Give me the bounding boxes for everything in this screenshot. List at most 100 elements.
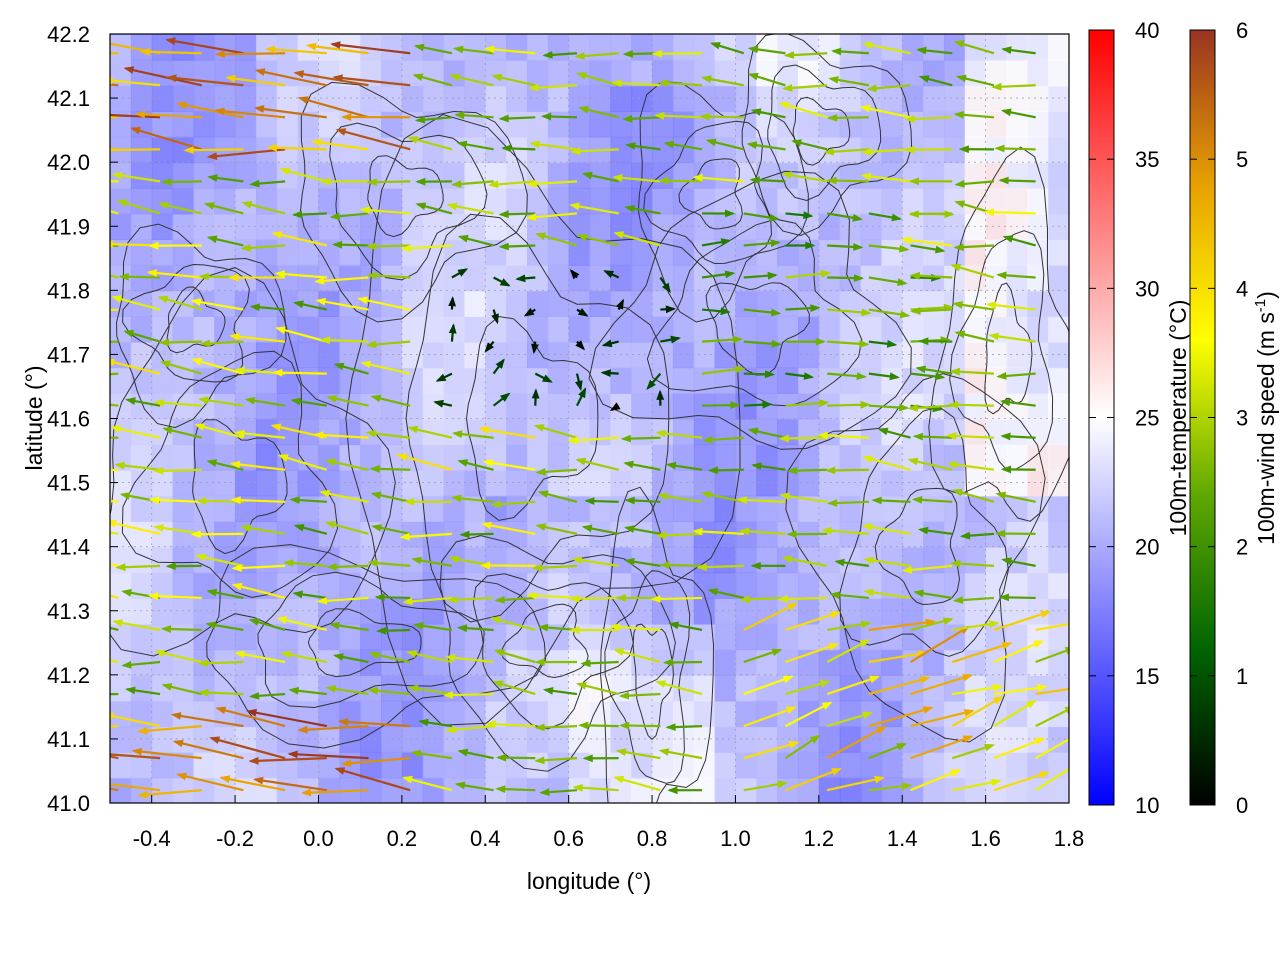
wind-arrow <box>785 643 840 664</box>
temperature-cell <box>652 213 674 241</box>
wind-arrow <box>952 596 995 604</box>
contour-line <box>206 544 547 749</box>
wind-arrow <box>901 564 953 574</box>
temperature-cell <box>964 85 987 112</box>
temperature-cell <box>214 700 237 728</box>
wind-arrow <box>826 675 880 696</box>
temperature-cell <box>401 392 424 420</box>
temperature-cell <box>506 85 528 112</box>
temperature-cell <box>381 674 403 702</box>
wind-arrow <box>451 180 494 188</box>
wind-arrow <box>863 556 911 567</box>
temperature-cell <box>443 367 466 394</box>
wind-arrow <box>314 276 369 285</box>
wind-arrow <box>702 335 744 344</box>
wind-arrow <box>910 709 975 728</box>
temperature-cell <box>1048 213 1069 241</box>
wind-arrow <box>534 372 553 383</box>
temperature-cell <box>693 315 716 343</box>
temperature-cell <box>214 85 237 112</box>
wind-arrow <box>280 650 328 664</box>
temperature-cell <box>652 34 674 35</box>
contour-line <box>705 282 810 376</box>
temperature-cell <box>610 751 633 779</box>
temperature-cell <box>1048 495 1069 523</box>
contour-line <box>839 406 1009 657</box>
wind-arrow <box>917 526 953 535</box>
wind-arrow <box>701 307 731 316</box>
temperature-cell <box>631 700 654 728</box>
wind-arrow <box>786 530 828 539</box>
temperature-cell <box>422 367 445 394</box>
temperature-cell <box>610 34 633 35</box>
wind-arrow <box>370 394 411 407</box>
temperature-cell <box>547 495 570 523</box>
temperature-cell <box>756 521 779 548</box>
temperature-cell <box>255 649 278 676</box>
wind-arrow <box>576 387 587 407</box>
wind-vectors <box>110 37 1069 799</box>
wind-arrow <box>739 527 786 536</box>
temperature-cell <box>610 187 633 215</box>
temperature-cell <box>255 495 278 523</box>
wind-arrow <box>234 429 286 439</box>
temperature-cell <box>110 444 132 471</box>
temperature-cell <box>422 469 445 497</box>
wind-arrow <box>646 372 662 390</box>
temperature-cell <box>881 700 904 728</box>
temperature-cell <box>401 34 424 35</box>
temperature-cell <box>422 751 445 779</box>
temperature-cell <box>297 34 320 61</box>
wind-arrow <box>490 500 536 509</box>
wind-arrow <box>950 263 995 279</box>
wind-arrow <box>900 236 953 247</box>
temperature-cell <box>422 239 445 266</box>
temperature-cell <box>756 597 779 625</box>
wind-arrow <box>823 147 869 156</box>
temperature-cell <box>1048 444 1069 471</box>
temperature-cell <box>589 751 612 779</box>
temperature-cell <box>985 623 1008 651</box>
wind-arrow <box>456 140 494 151</box>
temperature-cell <box>1048 674 1069 702</box>
temperature-cell <box>443 751 466 779</box>
wind-arrow <box>535 523 578 535</box>
temperature-cell <box>360 495 383 523</box>
temperature-cell <box>631 34 654 35</box>
wind-arrow <box>319 489 369 503</box>
wind-arrow <box>575 457 619 471</box>
wind-arrow <box>656 389 665 406</box>
wind-arrow <box>335 128 411 151</box>
temperature-cell <box>610 367 633 394</box>
wind-arrow <box>624 496 661 505</box>
temperature-cell <box>797 572 820 599</box>
temperature-cell <box>360 444 383 471</box>
temperature-cell <box>381 34 403 35</box>
temperature-cell <box>672 136 695 164</box>
wind-arrow <box>542 687 578 696</box>
wind-arrow <box>254 68 328 87</box>
wind-arrow <box>488 180 536 189</box>
temperature-cell <box>339 469 362 497</box>
temperature-cell <box>526 59 549 87</box>
temperature-cell <box>839 572 862 599</box>
temperature-cell <box>589 34 612 35</box>
temperature-cell <box>714 162 737 189</box>
temperature-cell <box>401 469 424 497</box>
wind-arrow <box>576 682 619 696</box>
temperature-cell <box>130 162 153 189</box>
wind-arrow <box>829 591 869 600</box>
wind-arrow <box>569 202 619 215</box>
wind-arrow <box>877 427 911 439</box>
wind-arrow <box>918 337 953 346</box>
temperature-cell <box>797 34 820 35</box>
wind-arrow <box>660 305 676 314</box>
temperature-cell <box>943 521 966 548</box>
colorbar-tick-label: 4 <box>1236 276 1248 301</box>
wind-arrow <box>215 706 286 728</box>
temperature-cell <box>318 649 341 676</box>
temperature-cell <box>839 367 862 394</box>
wind-arrow <box>529 140 578 151</box>
temperature-cell <box>672 162 695 189</box>
temperature-cell <box>526 264 549 292</box>
